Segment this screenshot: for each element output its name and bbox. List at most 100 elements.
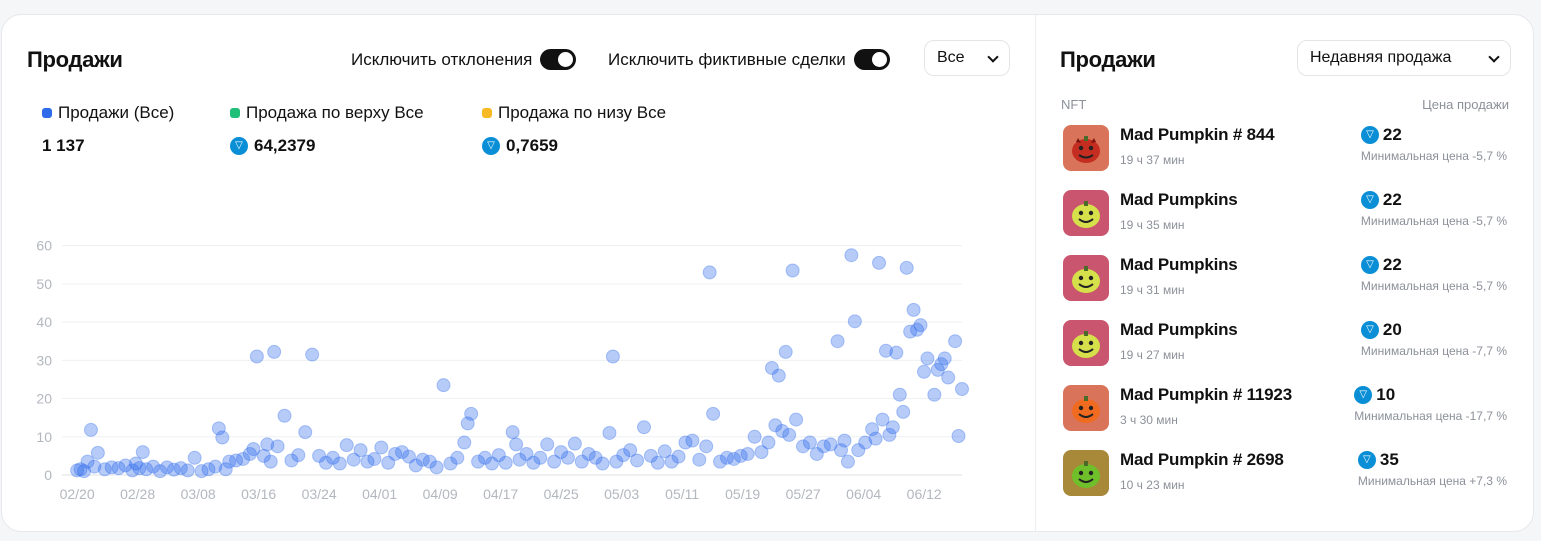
sale-list-item[interactable]: Mad Pumpkins 19 ч 27 мин ▽ 20 Минимальная це… <box>1063 320 1513 370</box>
pumpkin-icon <box>1072 331 1100 358</box>
data-point <box>802 435 817 450</box>
chevron-down-icon <box>1488 53 1498 63</box>
data-point <box>246 442 261 457</box>
data-point <box>512 452 527 467</box>
nft-thumbnail[interactable] <box>1063 385 1109 431</box>
panel-divider <box>1035 15 1036 531</box>
data-point <box>491 448 506 463</box>
ton-icon: ▽ <box>1360 321 1379 339</box>
data-point <box>771 368 786 383</box>
data-point <box>830 334 845 349</box>
data-point <box>429 460 444 475</box>
sale-list-item[interactable]: Mad Pumpkins 19 ч 35 мин ▽ 22 Минимальная це… <box>1063 190 1513 240</box>
data-point <box>903 324 918 339</box>
data-point <box>80 454 95 469</box>
nft-thumbnail[interactable] <box>1063 450 1109 496</box>
y-tick-label: 40 <box>36 314 52 330</box>
data-point <box>740 446 755 461</box>
data-point <box>913 318 928 333</box>
pumpkin-icon <box>1072 136 1100 163</box>
data-point <box>135 445 150 460</box>
data-point <box>111 461 126 476</box>
sales-scatter-chart[interactable]: 0 10 20 30 40 50 60 02/20 02/28 03/08 03/16 03/24 04… <box>22 230 972 525</box>
data-point <box>77 464 92 479</box>
sale-list-item[interactable]: Mad Pumpkin # 844 19 ч 37 мин ▽ 22 Минимальн… <box>1063 125 1513 175</box>
data-point <box>685 433 700 448</box>
nft-thumbnail[interactable] <box>1063 255 1109 301</box>
data-point <box>605 349 620 364</box>
data-point <box>858 435 873 450</box>
data-point <box>840 454 855 469</box>
x-tick-label: 05/11 <box>665 486 699 502</box>
sale-list-item[interactable]: Mad Pumpkin # 2698 10 ч 23 мин ▽ 35 Минималь… <box>1063 450 1513 500</box>
x-tick-label: 02/20 <box>60 486 95 502</box>
nft-name[interactable]: Mad Pumpkins <box>1120 320 1238 339</box>
data-point <box>878 343 893 358</box>
data-point <box>948 334 963 349</box>
nft-name[interactable]: Mad Pumpkin # 11923 <box>1120 385 1292 404</box>
ton-icon: ▽ <box>1360 126 1379 144</box>
exclude-outliers-toggle[interactable]: Исключить отклонения <box>351 49 577 70</box>
column-header-price: Цена продажи <box>1422 97 1509 112</box>
data-point <box>267 344 282 359</box>
data-point <box>374 440 389 455</box>
data-point <box>443 456 458 471</box>
data-point <box>934 357 949 372</box>
data-point <box>782 427 797 442</box>
filter-select[interactable]: Все <box>924 40 1010 76</box>
data-point <box>896 404 911 419</box>
data-point <box>889 345 904 360</box>
data-point <box>519 446 534 461</box>
data-point <box>785 263 800 278</box>
legend-sales: Продажи (Все) 1 137 <box>42 103 174 156</box>
data-point <box>118 458 133 473</box>
data-point <box>180 463 195 478</box>
data-point <box>242 446 257 461</box>
data-point <box>249 349 264 364</box>
data-point <box>567 436 582 451</box>
data-point <box>353 443 368 458</box>
nft-thumbnail[interactable] <box>1063 125 1109 171</box>
x-tick-label: 03/16 <box>241 486 276 502</box>
recent-sales-title: Продажи <box>1060 47 1156 72</box>
data-point <box>298 425 313 440</box>
exclude-fake-toggle[interactable]: Исключить фиктивные сделки <box>608 49 890 70</box>
data-point <box>733 448 748 463</box>
exclude-fake-switch[interactable] <box>853 49 890 70</box>
column-header-nft: NFT <box>1061 97 1087 112</box>
nft-name[interactable]: Mad Pumpkin # 844 <box>1120 125 1275 144</box>
chevron-down-icon <box>987 53 997 63</box>
data-point <box>761 435 776 450</box>
sale-list-item[interactable]: Mad Pumpkin # 11923 3 ч 30 мин ▽ 10 Минималь… <box>1063 385 1513 435</box>
data-point <box>930 362 945 377</box>
data-point <box>360 454 375 469</box>
nft-name[interactable]: Mad Pumpkins <box>1120 255 1238 274</box>
data-point <box>277 408 292 423</box>
data-point <box>882 427 897 442</box>
data-point <box>332 456 347 471</box>
data-point <box>498 455 513 470</box>
data-point <box>477 450 492 465</box>
nft-name[interactable]: Mad Pumpkin # 2698 <box>1120 450 1284 469</box>
nft-name[interactable]: Mad Pumpkins <box>1120 190 1238 209</box>
data-point <box>211 421 226 436</box>
data-point <box>256 448 271 463</box>
sort-select[interactable]: Недавняя продажа <box>1297 40 1511 76</box>
legend-top-sale: Продажа по верху Все ▽ 64,2379 <box>230 103 424 156</box>
data-point <box>795 439 810 454</box>
floor-price-diff: Минимальная цена -7,7 % <box>1360 344 1507 358</box>
data-point <box>547 454 562 469</box>
y-tick-label: 30 <box>36 352 52 368</box>
nft-thumbnail[interactable] <box>1063 320 1109 366</box>
nft-thumbnail[interactable] <box>1063 190 1109 236</box>
data-point <box>173 461 188 476</box>
data-point <box>509 437 524 452</box>
exclude-outliers-switch[interactable] <box>540 49 577 70</box>
data-point <box>128 456 143 471</box>
data-point <box>865 422 880 437</box>
pumpkin-icon <box>1072 201 1100 228</box>
filter-select-value: Все <box>937 49 965 66</box>
data-point <box>263 454 278 469</box>
sale-time: 19 ч 37 мин <box>1120 153 1185 167</box>
sale-list-item[interactable]: Mad Pumpkins 19 ч 31 мин ▽ 22 Минимальная це… <box>1063 255 1513 305</box>
